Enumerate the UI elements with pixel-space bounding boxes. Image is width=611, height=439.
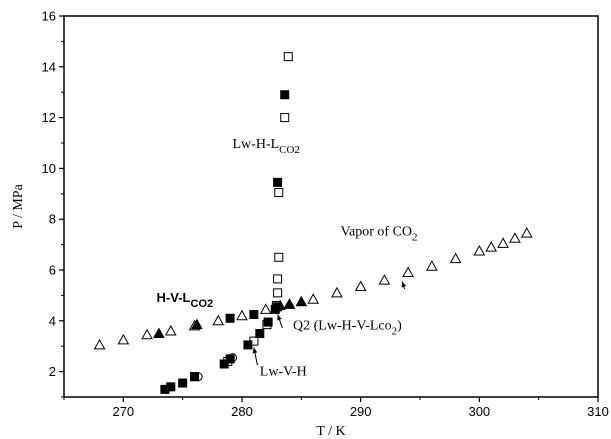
annotation-0: Lw-H-LCO2 [233,137,300,156]
annotation-arrow-head [401,281,407,288]
y-axis-title: P / MPa [11,183,26,228]
filled-square-point [243,340,253,350]
open-triangle-point [497,237,509,248]
filled-square-point [273,302,283,312]
y-tick-label: 14 [42,59,56,74]
y-tick-label: 12 [42,110,56,125]
open-triangle-point [426,260,438,271]
open-triangle-point [259,303,272,314]
open-square-point [273,288,283,298]
open-triangle-point [93,338,106,350]
open-triangle-point [141,328,153,340]
open-triangle-point [485,241,498,252]
y-tick-label: 4 [49,313,56,328]
y-tick-label: 2 [49,364,56,379]
filled-square-point [225,354,235,364]
open-square-point [274,252,284,262]
annotation-arrow-head [252,347,258,354]
open-triangle-point [212,314,225,326]
open-triangle-point [331,286,343,298]
filled-square-point [249,309,259,319]
open-triangle-point [520,227,533,238]
filled-triangle-point [153,327,165,338]
x-tick-label: 300 [468,404,490,419]
open-square-point [280,113,290,123]
open-triangle-point [449,252,462,264]
plot-frame [63,15,599,398]
filled-square-point [219,359,229,369]
annotation-arrow-head [277,314,282,321]
y-tick-label: 16 [42,9,56,24]
filled-square-point [255,329,265,338]
open-triangle-point [164,324,177,336]
filled-square-point [273,177,283,187]
y-tick-label: 10 [42,161,56,176]
filled-square-point [280,90,290,100]
filled-square-point [166,382,176,392]
open-triangle-point [378,274,391,285]
open-triangle-point [307,293,320,304]
filled-triangle-point [295,295,308,307]
annotation-2: H-V-LCO2 [157,290,214,310]
open-triangle-point [354,280,367,292]
filled-square-point [263,317,273,327]
open-triangle-point [509,232,521,243]
open-triangle-point [236,309,248,321]
y-tick-label: 6 [49,263,56,278]
open-square-point [273,274,283,284]
open-triangle-point [473,244,486,256]
filled-square-point [190,372,200,382]
y-tick-label: 8 [49,212,56,227]
x-tick-label: 290 [350,404,372,419]
x-tick-label: 270 [112,404,134,419]
filled-triangle-point [283,298,296,309]
open-square-point [283,52,293,62]
x-axis-title: T / K [316,424,345,439]
annotation-4: Lw-V-H [260,364,307,379]
open-triangle-point [117,333,130,345]
filled-square-point [225,313,235,323]
open-square-point [274,188,284,198]
annotation-1: Vapor of CO2 [340,225,417,244]
x-tick-label: 310 [587,404,609,419]
filled-square-point [178,378,188,388]
filled-triangle-point [191,318,203,330]
x-tick-label: 280 [231,404,253,419]
annotation-3: Q2 (Lw-H-V-Lco2) [293,319,402,338]
open-triangle-point [402,266,414,278]
